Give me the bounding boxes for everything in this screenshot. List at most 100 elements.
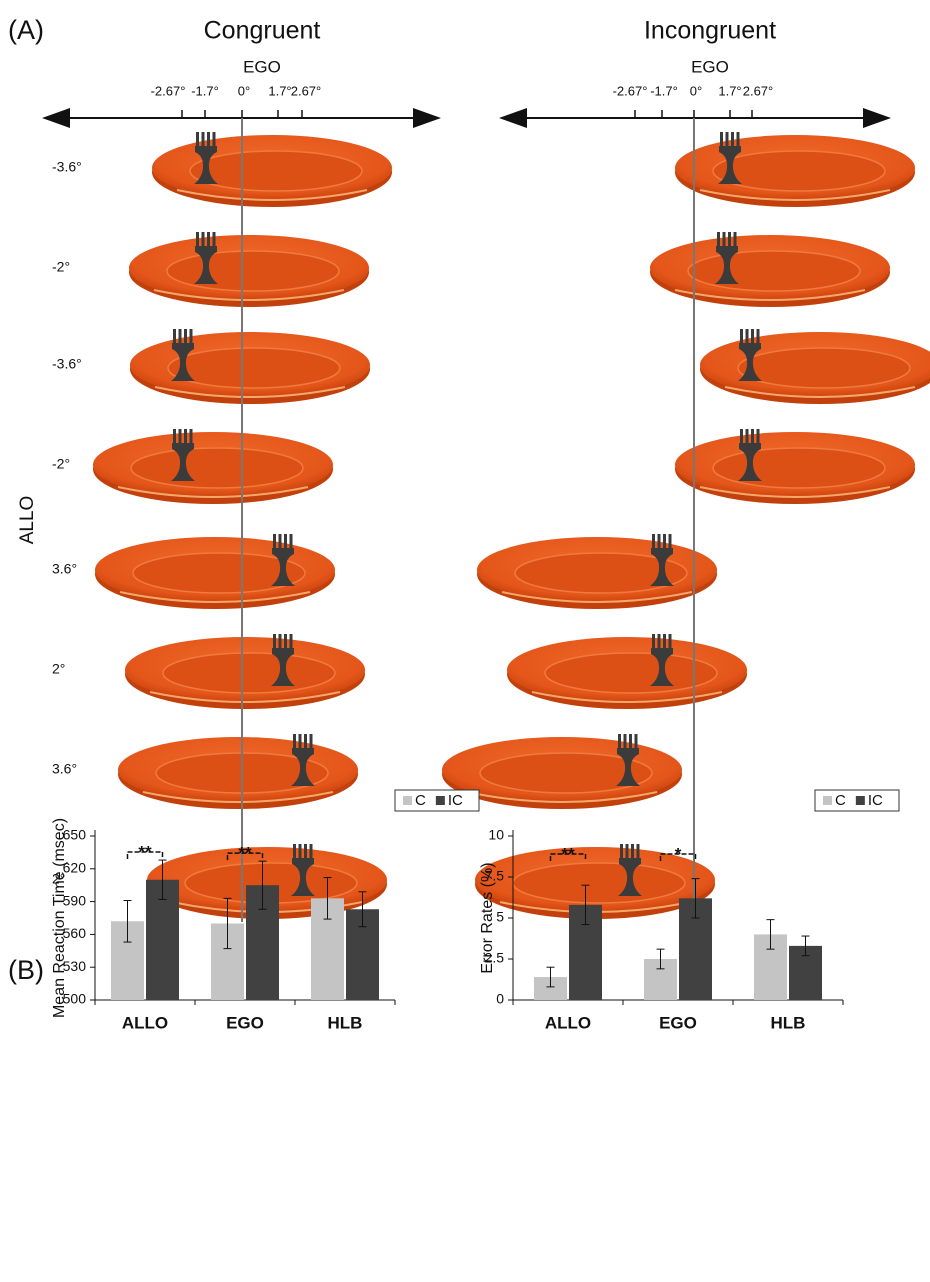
fork-tine [751,329,754,345]
x-tick-label: HLB [771,1013,806,1032]
fork-tine [289,534,293,550]
row-axis-label: ALLO [17,496,38,545]
legend-swatch [403,796,412,805]
tick-label: 0° [690,83,702,98]
error-bar [223,897,232,950]
legend-swatch [435,796,445,805]
y-axis-label: Mean Reaction Time (msec) [51,818,68,1018]
plate-well [479,752,653,794]
fork [618,844,642,896]
legend-swatch [855,796,865,805]
fork-tine [668,534,672,550]
fork-tine [652,534,655,550]
plate-highlight [142,791,334,803]
fork [650,634,674,686]
fork-tine [740,429,743,445]
x-tick-label: HLB [328,1013,363,1032]
error-bar [656,948,665,970]
plate-highlight [466,791,658,803]
fork-body [171,343,195,381]
y-tick-label: 620 [63,860,87,876]
legend-label: C [835,792,846,809]
fork [171,429,195,481]
fork-tine [184,429,187,445]
plate [650,235,890,307]
plate [675,432,915,504]
fork-tine [189,429,193,445]
fork-tine [663,534,666,550]
fork-tine [212,132,216,148]
plate-highlight [674,289,866,301]
fork-tine [745,329,749,345]
plate-highlight [154,386,346,398]
fork [291,734,315,786]
plate-highlight [153,289,345,301]
plate [700,332,930,404]
fork-tine [196,232,199,248]
plate-well [162,652,336,694]
legend-label: C [415,792,426,809]
fork-body [271,648,295,686]
plate-well [514,552,688,594]
fork-tine [745,429,749,445]
panel-label: (A) [8,15,44,45]
fork-tine [212,232,216,248]
fork-body [715,246,739,284]
plate [95,537,335,609]
fork-tine [663,634,666,650]
error-bar [691,878,700,919]
legend-swatch [823,796,832,805]
row-label: 2° [52,871,65,887]
y-tick-label: 530 [63,958,87,974]
plate-well [166,250,340,292]
plate [130,332,370,404]
fork-tine [298,734,302,750]
fork-tine [309,734,313,750]
row-label: 2° [52,661,65,677]
plate-well [544,652,718,694]
fork-body [194,146,218,184]
fork-tine [207,132,210,148]
plate-well [687,250,861,292]
fork-tine [207,232,210,248]
tick-label: 0° [238,83,250,98]
error-bar [123,900,132,943]
row-label: -3.6° [52,159,82,175]
plate [475,847,715,919]
fork-tine [733,232,737,248]
fork-tine [652,634,655,650]
y-tick-label: 5 [496,909,504,925]
fork-tine [720,132,723,148]
error-bar [323,877,332,920]
fork-body [738,443,762,481]
fork-tine [657,534,661,550]
fork [271,634,295,686]
y-tick-label: 560 [63,925,87,941]
bar [534,977,567,1000]
fork-tine [618,734,621,750]
fork [194,232,218,284]
plate-well [712,447,886,489]
plate [477,537,717,609]
tick-label: 1.7° [268,83,291,98]
error-bar [801,935,810,957]
significance-label: ** [138,843,152,862]
fork-body [738,343,762,381]
plate-highlight [699,189,891,201]
fork-tine [201,232,205,248]
fork [616,734,640,786]
plate [129,235,369,307]
fork-tine [657,634,661,650]
fork-tine [631,844,634,860]
fork-tine [293,844,296,860]
fork [718,132,742,184]
significance-bracket [126,851,164,860]
plate-well [130,447,304,489]
row-label: 3.6° [52,761,77,777]
fork [291,844,315,896]
fork-tine [173,329,176,345]
fork-tine [620,844,623,860]
plate [507,637,747,709]
plate-highlight [117,486,309,498]
